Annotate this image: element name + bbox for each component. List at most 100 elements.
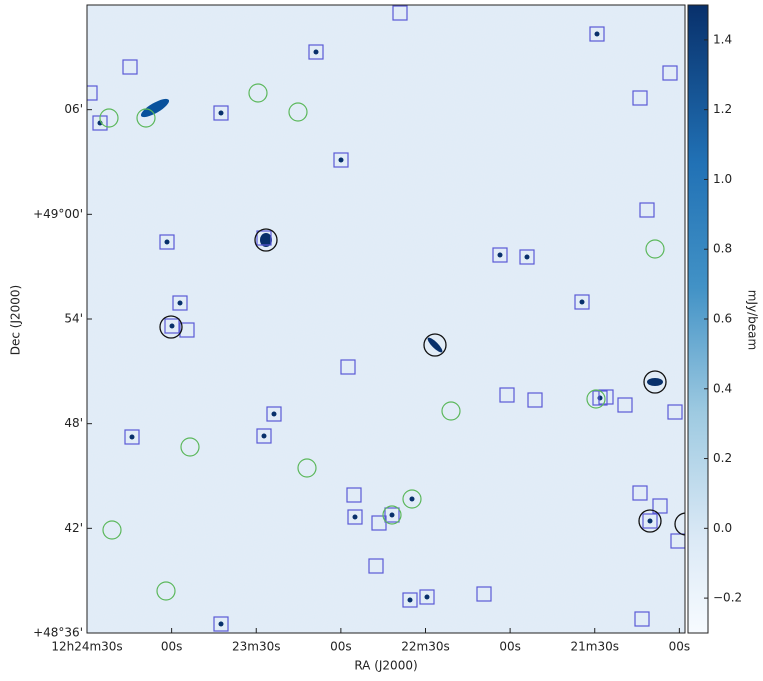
catalog-square xyxy=(670,533,685,549)
colorbar-tick-label: 0.6 xyxy=(713,312,732,326)
catalog-circle-green xyxy=(102,520,122,540)
source-blob xyxy=(647,378,663,386)
y-axis-label: Dec (J2000) xyxy=(9,285,23,355)
catalog-circle-green xyxy=(402,489,422,509)
source-blob xyxy=(129,434,135,440)
x-tick-label: 23m30s xyxy=(232,640,280,654)
y-tick-label: 42' xyxy=(64,521,83,535)
catalog-circle-black xyxy=(643,370,667,394)
y-tick-label: 54' xyxy=(64,312,83,326)
colorbar-tick-label: 1.0 xyxy=(713,172,732,186)
x-tick-label: 00s xyxy=(669,640,691,654)
colorbar-tick-label: 1.2 xyxy=(713,102,732,116)
catalog-circle-green xyxy=(382,505,402,525)
catalog-square xyxy=(164,318,180,334)
catalog-square xyxy=(172,295,188,311)
source-blob xyxy=(497,252,503,258)
source-blob xyxy=(218,621,224,627)
catalog-square xyxy=(402,592,418,608)
catalog-circle-green xyxy=(297,458,317,478)
x-tick-label: 12h24m30s xyxy=(51,640,122,654)
catalog-square xyxy=(159,234,175,250)
y-tick-label: 48' xyxy=(64,416,83,430)
catalog-square xyxy=(368,558,384,574)
catalog-circle-green xyxy=(441,401,461,421)
source-blob xyxy=(524,254,530,260)
catalog-circle-green xyxy=(288,102,308,122)
catalog-square xyxy=(492,247,508,263)
source-blob xyxy=(169,323,175,329)
source-blob xyxy=(271,411,277,417)
source-markers xyxy=(87,5,685,632)
catalog-circle-black xyxy=(159,315,183,339)
catalog-square xyxy=(333,152,349,168)
colorbar-tick-label: 0.8 xyxy=(713,242,732,256)
catalog-circle-black xyxy=(423,333,447,357)
catalog-circle-black xyxy=(638,509,662,533)
source-blob xyxy=(427,337,443,353)
source-blob xyxy=(407,597,413,603)
catalog-square xyxy=(266,406,282,422)
catalog-square xyxy=(213,616,229,632)
catalog-square xyxy=(642,513,658,529)
catalog-square xyxy=(124,429,140,445)
y-tick-label: +49°00' xyxy=(33,207,83,221)
catalog-square xyxy=(384,507,400,523)
catalog-square xyxy=(213,105,229,121)
catalog-square xyxy=(340,359,356,375)
catalog-square xyxy=(652,498,668,514)
x-tick-label: 21m30s xyxy=(570,640,618,654)
catalog-square xyxy=(346,487,362,503)
catalog-square xyxy=(122,59,138,75)
catalog-square xyxy=(371,515,387,531)
x-axis-label: RA (J2000) xyxy=(354,659,417,673)
catalog-square xyxy=(179,322,195,338)
catalog-circle-green xyxy=(248,83,268,103)
source-blob xyxy=(597,395,603,401)
catalog-square xyxy=(256,230,272,246)
source-blob xyxy=(352,514,358,520)
source-blob xyxy=(594,31,600,37)
catalog-circle-black xyxy=(254,228,278,252)
catalog-circle-green xyxy=(136,108,156,128)
x-tick-label: 22m30s xyxy=(401,640,449,654)
catalog-square xyxy=(632,90,648,106)
catalog-square xyxy=(574,294,590,310)
catalog-square xyxy=(634,611,650,627)
catalog-square xyxy=(598,389,614,405)
colorbar-tick-label: −0.2 xyxy=(713,591,742,605)
catalog-square xyxy=(87,85,98,101)
source-blob xyxy=(177,300,183,306)
y-tick-label: +48°36' xyxy=(33,626,83,640)
source-blob xyxy=(313,49,319,55)
catalog-square xyxy=(308,44,324,60)
source-blob xyxy=(389,512,395,518)
catalog-square xyxy=(667,404,683,420)
x-tick-label: 00s xyxy=(161,640,183,654)
colorbar-tick-label: 0.4 xyxy=(713,381,732,395)
source-blob xyxy=(424,594,430,600)
colorbar-tick-label: 0.0 xyxy=(713,521,732,535)
catalog-square xyxy=(662,65,678,81)
catalog-square xyxy=(419,589,435,605)
catalog-square xyxy=(527,392,543,408)
source-blob xyxy=(140,98,170,118)
catalog-circle-green xyxy=(645,239,665,259)
catalog-square xyxy=(617,397,633,413)
catalog-square xyxy=(499,387,515,403)
catalog-square xyxy=(589,26,605,42)
catalog-square xyxy=(347,509,363,525)
catalog-circle-green xyxy=(180,437,200,457)
x-tick-label: 00s xyxy=(330,640,352,654)
catalog-square xyxy=(476,586,492,602)
catalog-square xyxy=(392,5,408,21)
colorbar-label: mJy/beam xyxy=(746,290,760,350)
source-blob xyxy=(260,233,272,247)
colorbar-tick-label: 0.2 xyxy=(713,451,732,465)
source-blob xyxy=(261,433,267,439)
source-blob xyxy=(218,110,224,116)
y-tick-label: 06' xyxy=(64,102,83,116)
source-blob xyxy=(647,518,653,524)
x-tick-label: 00s xyxy=(499,640,521,654)
